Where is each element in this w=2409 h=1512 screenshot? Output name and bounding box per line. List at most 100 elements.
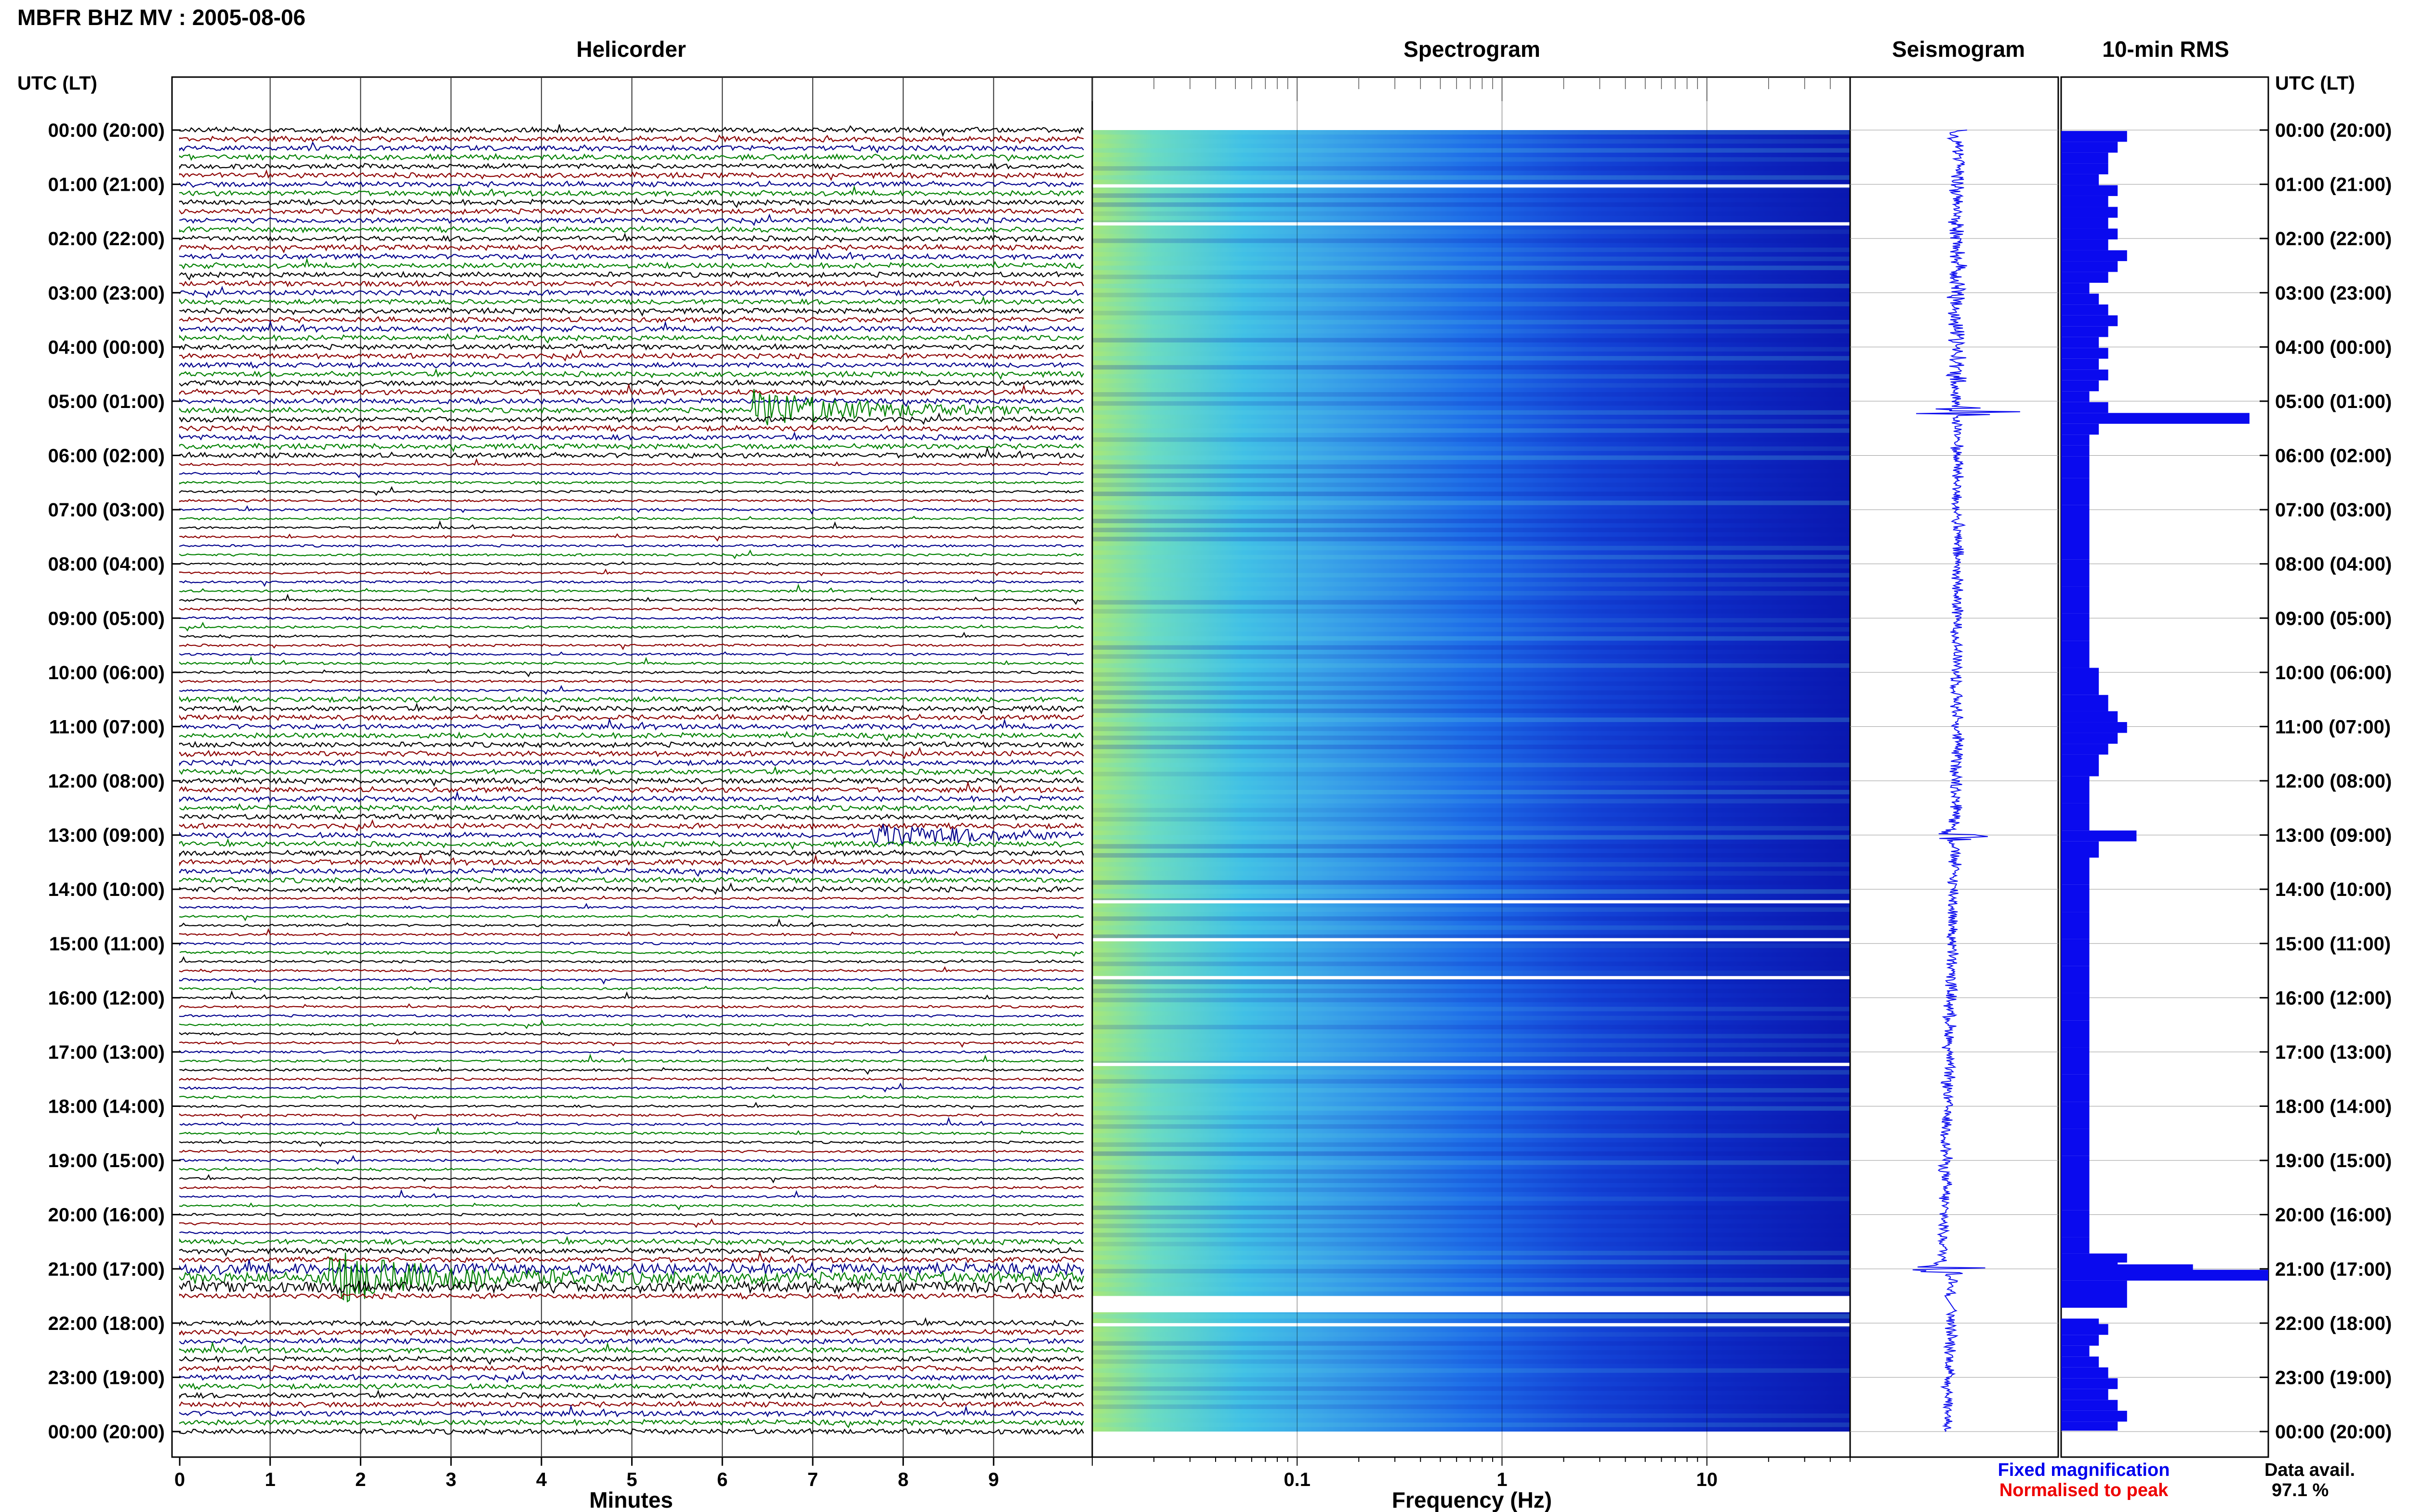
spectrogram-row-texture: [1092, 148, 1850, 153]
helicorder-trace: [179, 990, 1084, 1000]
spectrogram-row-texture: [1092, 1160, 1850, 1165]
helicorder-trace: [179, 520, 1084, 530]
time-label-left: 07:00 (03:00): [48, 500, 165, 521]
spectrogram-panel: 0.1 1 10: [1091, 76, 1852, 1490]
spectrogram-row-texture: [1092, 663, 1850, 668]
rms-bar: [2061, 391, 2090, 402]
helicorder-trace: [179, 838, 1084, 850]
rms-bar: [2061, 993, 2090, 1021]
helicorder-trace: [179, 1364, 1084, 1372]
helicorder-trace: [179, 271, 1084, 281]
helicorder-trace: [179, 515, 1084, 521]
rms-bar: [2061, 283, 2090, 294]
helicorder-panel: 0 1 2 3 4 5 6 7 8 9: [171, 76, 1093, 1490]
helicorder-tick-label: 5: [626, 1469, 637, 1490]
time-label-left: 12:00 (08:00): [48, 771, 165, 792]
spectrogram-row-texture: [1092, 1386, 1850, 1391]
helicorder-tick-label: 2: [355, 1469, 366, 1490]
helicorder-trace: [179, 941, 1084, 946]
helicorder-trace: [179, 1184, 1084, 1190]
time-label-right: 02:00 (22:00): [2275, 228, 2392, 250]
spectrogram-row-texture: [1092, 139, 1850, 144]
helicorder-trace: [179, 225, 1084, 234]
rms-bar: [2061, 532, 2090, 560]
helicorder-trace: [179, 124, 1084, 137]
helicorder-trace: [179, 651, 1084, 657]
spectrogram-row-texture: [1092, 1178, 1850, 1183]
spectrogram-row-texture: [1092, 1187, 1850, 1192]
time-label-right: 21:00 (17:00): [2275, 1259, 2392, 1280]
rms-bar: [2061, 1129, 2090, 1156]
helicorder-trace: [179, 443, 1084, 452]
helicorder-trace: [179, 383, 1084, 396]
helicorder-trace: [179, 1189, 1084, 1199]
spectrogram-gap: [1092, 1323, 1850, 1327]
time-label-right: 22:00 (18:00): [2275, 1313, 2392, 1334]
spectrogram-row-texture: [1092, 211, 1850, 216]
helicorder-trace: [179, 679, 1084, 684]
helicorder-trace: [179, 361, 1084, 369]
helicorder-trace: [179, 1354, 1084, 1365]
time-label-left: 22:00 (18:00): [48, 1313, 165, 1334]
rms-bar: [2061, 478, 2090, 505]
rms-bar: [2061, 380, 2099, 392]
spectrogram-row-texture: [1092, 636, 1850, 641]
helicorder-trace: [179, 286, 1084, 299]
spectrogram-gap: [1092, 938, 1850, 942]
spectrogram-row-texture: [1092, 672, 1850, 677]
helicorder-trace: [179, 1341, 1084, 1354]
helicorder-trace: [179, 717, 1084, 731]
rms-bar: [2061, 185, 2118, 196]
spectrogram-row-texture: [1092, 1015, 1850, 1021]
spectrogram-row-texture: [1092, 238, 1850, 243]
time-label-right: 19:00 (15:00): [2275, 1150, 2392, 1171]
rms-bar: [2061, 239, 2108, 250]
spectrogram-row-texture: [1092, 609, 1850, 614]
helicorder-trace: [179, 853, 1084, 867]
spectrogram-row-texture: [1092, 275, 1850, 279]
spectrogram-row-texture: [1092, 998, 1850, 1002]
helicorder-trace: [179, 1428, 1084, 1435]
helicorder-trace: [179, 1202, 1084, 1210]
helicorder-trace: [179, 1404, 1084, 1418]
spectrogram-gap: [1092, 1296, 1850, 1313]
time-label-left: 05:00 (01:00): [48, 391, 165, 412]
helicorder-trace: [179, 1166, 1084, 1172]
time-axis-left: 00:00 (20:00) 01:00 (21:00) 02:00 (22:00) 0…: [48, 120, 181, 1443]
time-label-right: 01:00 (21:00): [2275, 174, 2392, 196]
helicorder-trace: [179, 1418, 1084, 1429]
helicorder-trace: [179, 928, 1084, 940]
helicorder-trace: [179, 1247, 1084, 1257]
helicorder-trace: [179, 583, 1084, 593]
rms-bar: [2061, 1156, 2090, 1183]
spectrogram-row-texture: [1092, 844, 1850, 849]
spectrogram-row-texture: [1092, 817, 1850, 822]
spectrogram-row-texture: [1092, 1278, 1850, 1283]
helicorder-trace: [179, 1113, 1084, 1120]
rms-bar: [2061, 857, 2090, 885]
rms-bar: [2061, 1102, 2090, 1129]
time-label-right: 20:00 (16:00): [2275, 1205, 2392, 1226]
spectrogram-row-texture: [1092, 1368, 1850, 1373]
helicorder-trace: [179, 1066, 1084, 1075]
time-label-left: 11:00 (07:00): [49, 716, 165, 737]
helicorder-tick-label: 8: [898, 1469, 908, 1490]
rms-bar: [2061, 131, 2127, 142]
time-label-left: 21:00 (17:00): [48, 1259, 165, 1280]
helicorder-trace: [179, 480, 1084, 486]
spectrogram-row-texture: [1092, 789, 1850, 795]
time-label-right: 04:00 (00:00): [2275, 337, 2392, 358]
spectrogram-row-texture: [1092, 952, 1850, 957]
spectrogram-gap: [1092, 900, 1850, 904]
time-label-right: 05:00 (01:00): [2275, 391, 2392, 412]
spectrogram-row-texture: [1092, 1079, 1850, 1084]
rms-bar: [2061, 358, 2099, 370]
helicorder-trace: [179, 389, 1085, 425]
rms-bar: [2061, 1367, 2108, 1379]
helicorder-trace: [179, 956, 1084, 964]
fixed-magnification-label: Fixed magnification: [1998, 1460, 2170, 1480]
spectrogram-row-texture: [1092, 383, 1850, 388]
rms-bar: [2061, 586, 2090, 614]
spectrogram-row-texture: [1092, 1332, 1850, 1337]
helicorder-trace: [179, 1082, 1084, 1093]
